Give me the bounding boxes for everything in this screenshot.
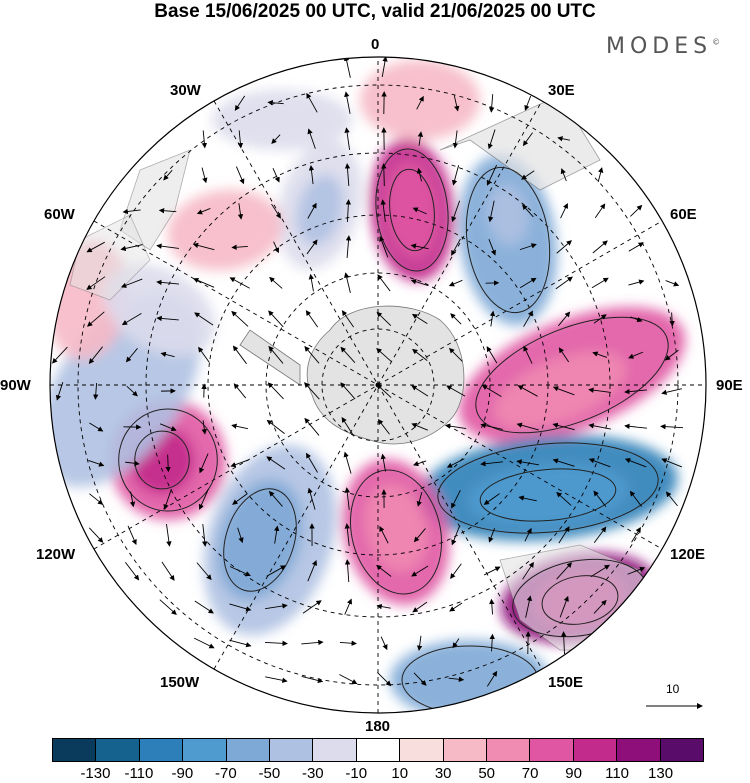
lon-label-120w: 120W — [36, 546, 76, 563]
colorbar-cell — [95, 738, 139, 762]
colorbar-cell — [399, 738, 443, 762]
lon-label-30e: 30E — [548, 82, 575, 99]
colorbar-tick-label: 130 — [648, 765, 674, 782]
lon-label-0: 0 — [371, 36, 380, 53]
map-disk — [50, 57, 706, 713]
map-border — [49, 56, 707, 714]
colorbar-tick-label: 90 — [565, 765, 582, 782]
colorbar-tick-label: -70 — [215, 765, 237, 782]
colorbar-cell — [616, 738, 660, 762]
lon-label-60w: 60W — [44, 206, 75, 223]
land-masses — [69, 94, 661, 651]
colorbar-cell — [486, 738, 530, 762]
lon-label-60e: 60E — [670, 206, 697, 223]
lon-label-90w: 90W — [0, 377, 31, 394]
colorbar-tick-label: 110 — [605, 765, 630, 782]
colorbar-tick-label: -90 — [171, 765, 194, 782]
graticule — [50, 57, 706, 713]
colorbar-cell — [225, 738, 270, 762]
brand-text: MODES — [606, 34, 713, 59]
colorbar — [52, 738, 705, 762]
colorbar-tick-label: 70 — [521, 765, 539, 782]
lon-label-90e: 90E — [716, 377, 743, 394]
lon-label-180: 180 — [365, 718, 391, 735]
colorbar-cell — [442, 738, 487, 762]
colorbar-cell — [572, 738, 617, 762]
colorbar-tick-label: 50 — [478, 765, 495, 782]
lon-label-150e: 150E — [548, 674, 584, 691]
modes-logo: MODES© — [606, 34, 721, 59]
colorbar-cell — [52, 738, 96, 762]
lon-label-120e: 120E — [670, 546, 706, 563]
colorbar-tick-label: -30 — [301, 765, 324, 782]
colorbar-cell — [529, 738, 573, 762]
colorbar-tick-label: -10 — [345, 765, 368, 782]
colorbar-cell — [659, 738, 705, 762]
colorbar-cell — [269, 738, 313, 762]
colorbar-tick-label: -130 — [80, 765, 111, 782]
colorbar-tick-label: -110 — [124, 765, 154, 782]
chart-title: Base 15/06/2025 00 UTC, valid 21/06/2025… — [154, 1, 596, 22]
colorbar-labels: -130 -110 -90 -70 -50 -30 -10 10 30 50 70 90 110 130 — [52, 765, 704, 783]
reference-vector: 10 — [642, 682, 712, 712]
lon-label-150w: 150W — [160, 674, 200, 691]
wind-vectors — [51, 57, 684, 687]
lon-label-30w: 30W — [170, 82, 201, 99]
colorbar-cell — [312, 738, 356, 762]
colorbar-cell — [138, 738, 183, 762]
colorbar-tick-label: -50 — [258, 765, 281, 782]
colorbar-cell — [355, 738, 400, 762]
colorbar-tick-label: 30 — [434, 765, 452, 782]
reference-vector-label: 10 — [666, 682, 680, 696]
colorbar-tick-label: 10 — [391, 765, 409, 782]
colorbar-cell — [182, 738, 226, 762]
